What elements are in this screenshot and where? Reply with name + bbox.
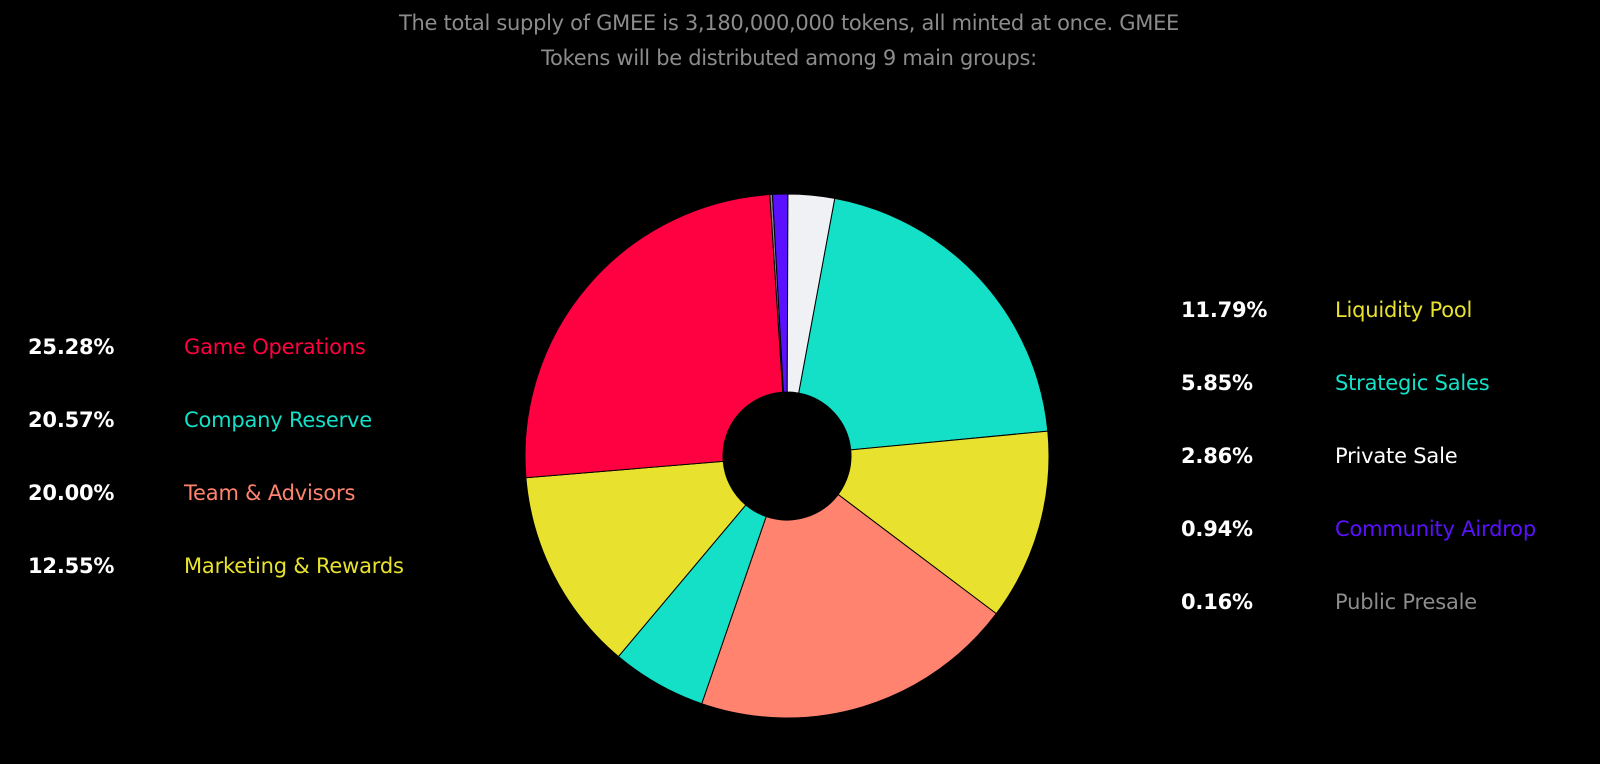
legend-item-company-reserve: 20.57% Company Reserve	[28, 402, 372, 438]
pie-slice-game-operations	[524, 194, 784, 479]
legend-label: Liquidity Pool	[1335, 298, 1473, 322]
legend-percent: 11.79%	[1181, 298, 1268, 322]
legend-label: Marketing & Rewards	[184, 554, 404, 578]
legend-label: Community Airdrop	[1335, 517, 1536, 541]
legend-percent: 0.94%	[1181, 517, 1253, 541]
legend-label: Public Presale	[1335, 590, 1477, 614]
legend-percent: 20.57%	[28, 408, 115, 432]
legend-label: Game Operations	[184, 335, 366, 359]
legend-item-public-presale: 0.16% Public Presale	[1181, 584, 1477, 620]
intro-text: The total supply of GMEE is 3,180,000,00…	[350, 6, 1228, 76]
legend-percent: 12.55%	[28, 554, 115, 578]
legend-item-liquidity-pool: 11.79% Liquidity Pool	[1181, 292, 1472, 328]
legend-item-team-advisors: 20.00% Team & Advisors	[28, 475, 355, 511]
intro-line-2: Tokens will be distributed among 9 main …	[541, 46, 1037, 70]
legend-label: Team & Advisors	[184, 481, 356, 505]
legend-label: Company Reserve	[184, 408, 372, 432]
pie-slice-company-reserve	[798, 197, 1049, 451]
legend-percent: 0.16%	[1181, 590, 1253, 614]
legend-percent: 20.00%	[28, 481, 115, 505]
legend-percent: 5.85%	[1181, 371, 1253, 395]
legend-item-game-operations: 25.28% Game Operations	[28, 329, 366, 365]
pie-slice-marketing-rewards	[525, 460, 747, 658]
legend-label: Private Sale	[1335, 444, 1458, 468]
legend-item-community-airdrop: 0.94% Community Airdrop	[1181, 511, 1536, 547]
legend-percent: 2.86%	[1181, 444, 1253, 468]
intro-line-1: The total supply of GMEE is 3,180,000,00…	[398, 11, 1180, 35]
pie-slice-team-advisors	[701, 493, 997, 719]
pie-slice-private-sale	[786, 193, 836, 394]
legend-item-strategic-sales: 5.85% Strategic Sales	[1181, 365, 1490, 401]
legend-item-marketing-rewards: 12.55% Marketing & Rewards	[28, 548, 404, 584]
pie-slice-liquidity-pool	[837, 430, 1050, 615]
legend-percent: 25.28%	[28, 335, 115, 359]
legend-label: Strategic Sales	[1335, 371, 1490, 395]
legend-item-private-sale: 2.86% Private Sale	[1181, 438, 1458, 474]
